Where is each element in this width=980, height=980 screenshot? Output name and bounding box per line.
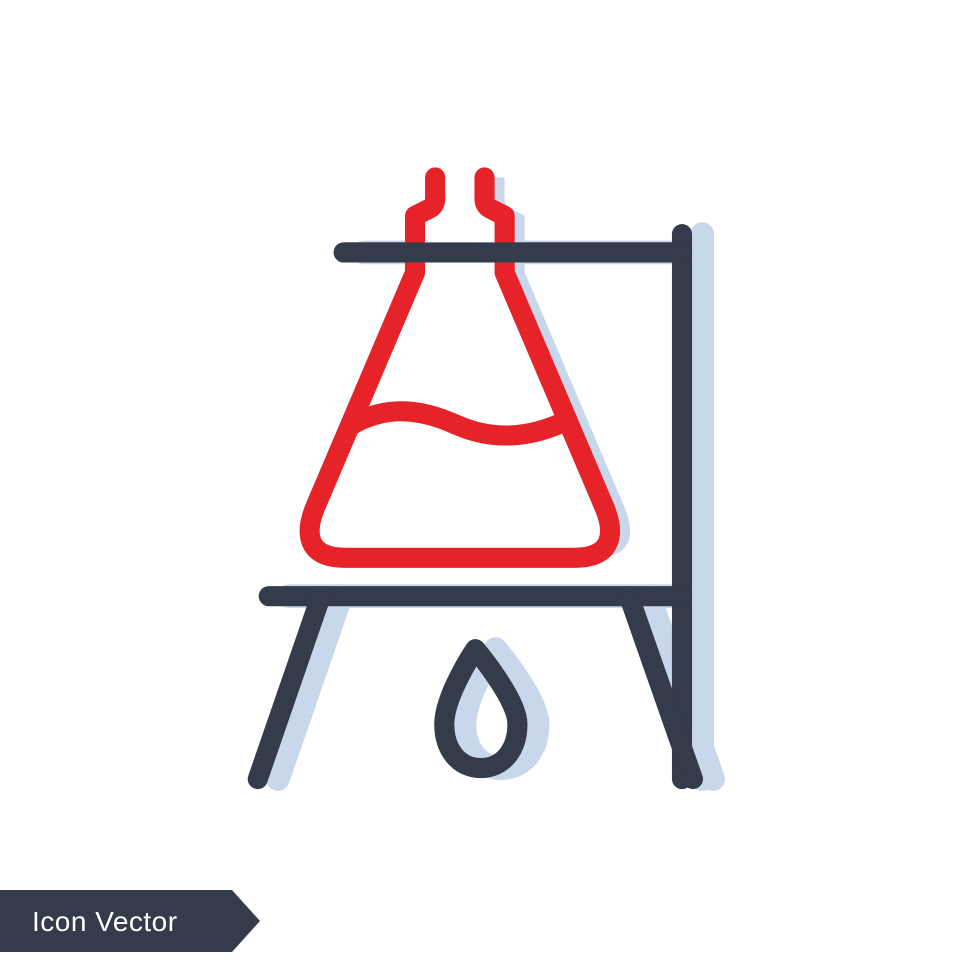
chemistry-flask-stand-icon — [170, 130, 810, 810]
caption-label: Icon Vector — [32, 906, 178, 938]
icon-vector-card: Icon Vector — [0, 0, 980, 980]
icon-svg — [170, 130, 810, 810]
